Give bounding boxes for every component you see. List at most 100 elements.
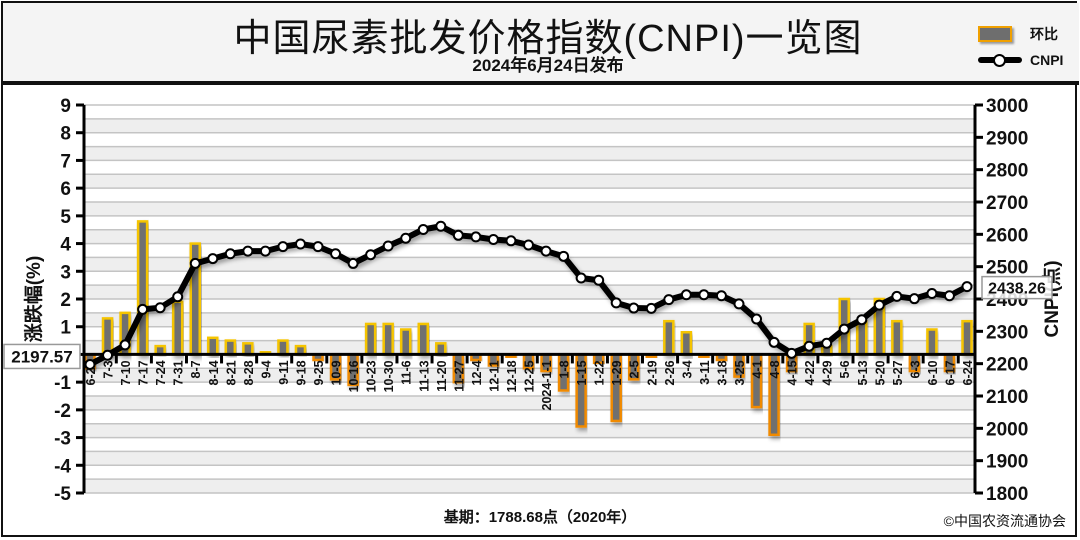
svg-text:2500: 2500 bbox=[986, 258, 1028, 279]
x-axis-labels: 6-26 7-3 7-10 7-17 7-24 7-31 8-7 8-14 8-21 8-28 9-… bbox=[84, 360, 975, 410]
line-marker bbox=[926, 288, 938, 300]
svg-text:11-13: 11-13 bbox=[417, 360, 431, 391]
svg-text:11-6: 11-6 bbox=[400, 360, 414, 384]
line-marker bbox=[786, 347, 798, 359]
svg-text:11-27: 11-27 bbox=[452, 360, 466, 391]
svg-text:-5: -5 bbox=[54, 484, 71, 505]
svg-text:10-9: 10-9 bbox=[330, 360, 344, 385]
svg-text:6-24: 6-24 bbox=[961, 360, 975, 385]
svg-text:2600: 2600 bbox=[986, 225, 1028, 246]
svg-text:6-10: 6-10 bbox=[926, 360, 940, 385]
svg-text:4-1: 4-1 bbox=[751, 360, 765, 378]
bar bbox=[382, 322, 394, 356]
line-marker bbox=[154, 302, 166, 314]
svg-text:2-5: 2-5 bbox=[628, 360, 642, 378]
svg-text:6-17: 6-17 bbox=[943, 360, 957, 385]
svg-text:1-29: 1-29 bbox=[610, 360, 624, 385]
svg-text:3-11: 3-11 bbox=[698, 360, 712, 384]
svg-text:3: 3 bbox=[60, 262, 71, 283]
svg-text:2438.26: 2438.26 bbox=[988, 281, 1046, 298]
svg-text:12-25: 12-25 bbox=[523, 360, 537, 392]
line-marker bbox=[277, 241, 289, 253]
bar bbox=[364, 322, 377, 356]
line-marker bbox=[803, 340, 815, 352]
line-marker bbox=[207, 253, 219, 265]
line-marker bbox=[452, 229, 464, 241]
svg-text:2000: 2000 bbox=[986, 419, 1028, 440]
bar bbox=[207, 336, 219, 356]
svg-text:7-17: 7-17 bbox=[137, 360, 151, 385]
svg-text:6-3: 6-3 bbox=[908, 360, 922, 378]
svg-text:8: 8 bbox=[60, 124, 71, 145]
svg-text:7-3: 7-3 bbox=[102, 360, 116, 378]
line-marker-swatch-icon bbox=[978, 54, 1022, 67]
bar bbox=[224, 339, 237, 356]
svg-text:2024-1-1: 2024-1-1 bbox=[540, 360, 554, 410]
bar-swatch-icon bbox=[978, 26, 1012, 42]
line-marker bbox=[698, 289, 710, 301]
line-marker bbox=[172, 291, 184, 303]
line-marker bbox=[593, 274, 605, 286]
svg-text:7-24: 7-24 bbox=[154, 360, 168, 385]
svg-text:4-8: 4-8 bbox=[768, 360, 782, 378]
svg-text:5-13: 5-13 bbox=[856, 360, 870, 385]
line-marker bbox=[821, 337, 833, 349]
bar bbox=[171, 300, 184, 356]
line-marker bbox=[908, 293, 920, 305]
line-marker bbox=[347, 257, 359, 269]
svg-text:4-29: 4-29 bbox=[821, 360, 835, 385]
svg-text:5-6: 5-6 bbox=[838, 360, 852, 378]
svg-text:8-7: 8-7 bbox=[189, 360, 203, 378]
line-marker bbox=[540, 245, 552, 257]
line-marker bbox=[470, 231, 482, 243]
bar bbox=[101, 317, 114, 356]
line-marker bbox=[312, 241, 324, 253]
svg-text:10-16: 10-16 bbox=[347, 360, 361, 392]
chart-title: 中国尿素批发价格指数(CNPI)一览图 bbox=[233, 18, 863, 60]
start-value-label bbox=[3, 343, 81, 370]
legend-label-mom: 环比 bbox=[1030, 26, 1058, 42]
svg-text:1-15: 1-15 bbox=[575, 360, 589, 385]
svg-text:8-14: 8-14 bbox=[207, 360, 221, 385]
svg-text:12-4: 12-4 bbox=[470, 360, 484, 385]
svg-text:2200: 2200 bbox=[986, 355, 1028, 376]
svg-text:2: 2 bbox=[60, 290, 71, 311]
line-marker bbox=[715, 290, 727, 302]
bar bbox=[136, 220, 149, 356]
line-marker bbox=[400, 232, 412, 244]
line-marker bbox=[891, 290, 903, 302]
svg-text:-1: -1 bbox=[54, 373, 71, 394]
grid-lines bbox=[84, 104, 975, 494]
line-marker bbox=[523, 239, 534, 251]
svg-text:7-31: 7-31 bbox=[172, 360, 186, 385]
svg-text:1-22: 1-22 bbox=[593, 360, 607, 385]
svg-text:5-27: 5-27 bbox=[891, 360, 905, 385]
line-marker bbox=[575, 272, 587, 284]
line-marker bbox=[417, 223, 429, 235]
line-marker bbox=[242, 245, 254, 257]
svg-text:-2: -2 bbox=[54, 401, 71, 422]
line-marker bbox=[943, 290, 955, 302]
line-marker bbox=[505, 235, 517, 247]
line-marker bbox=[873, 299, 885, 311]
bar bbox=[926, 328, 938, 356]
svg-text:2300: 2300 bbox=[986, 322, 1028, 343]
line-marker bbox=[645, 302, 657, 314]
svg-text:5: 5 bbox=[60, 207, 71, 228]
line-marker bbox=[382, 240, 394, 252]
line-marker bbox=[610, 297, 622, 309]
line-marker bbox=[189, 257, 201, 269]
bar bbox=[680, 331, 693, 356]
line-marker bbox=[119, 339, 131, 351]
svg-text:2900: 2900 bbox=[986, 128, 1028, 149]
line-marker bbox=[558, 250, 570, 262]
svg-text:2197.57: 2197.57 bbox=[11, 347, 72, 366]
svg-text:2-26: 2-26 bbox=[663, 360, 677, 385]
line-marker bbox=[733, 298, 745, 310]
legend-label-cnpi: CNPI bbox=[1030, 52, 1064, 68]
line-marker bbox=[84, 358, 96, 370]
svg-text:4: 4 bbox=[60, 235, 71, 256]
svg-text:3-18: 3-18 bbox=[715, 360, 729, 385]
line-marker bbox=[294, 238, 306, 250]
